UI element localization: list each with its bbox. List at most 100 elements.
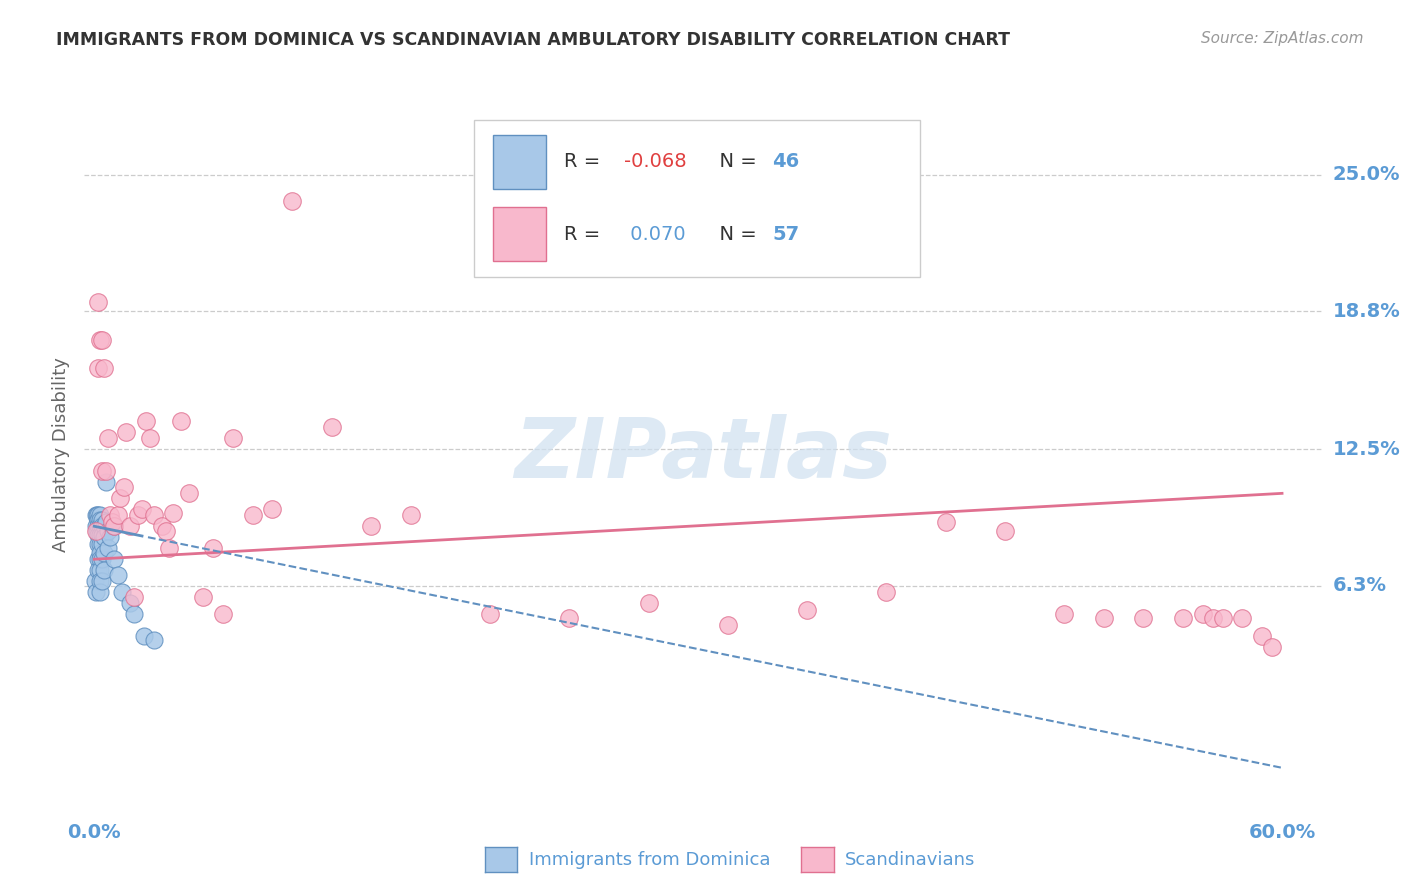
Point <box>132 629 155 643</box>
Point <box>281 194 304 209</box>
Point <box>91 464 114 478</box>
Point <box>86 508 108 523</box>
Point <box>179 486 201 500</box>
Text: ZIPatlas: ZIPatlas <box>515 415 891 495</box>
Point <box>202 541 225 556</box>
Point <box>1212 611 1234 625</box>
Point <box>101 515 124 529</box>
Point <box>89 513 111 527</box>
Point <box>222 432 245 446</box>
Point <box>1232 611 1254 625</box>
Point <box>89 574 111 589</box>
Point <box>103 519 125 533</box>
Point <box>84 574 107 589</box>
Point <box>91 513 114 527</box>
Point <box>94 464 117 478</box>
Point <box>93 530 115 544</box>
Point <box>91 519 114 533</box>
Point <box>1261 640 1284 654</box>
Point <box>1092 611 1115 625</box>
Point <box>103 519 125 533</box>
Text: Source: ZipAtlas.com: Source: ZipAtlas.com <box>1201 31 1364 46</box>
Text: 12.5%: 12.5% <box>1333 440 1400 458</box>
Point <box>89 552 111 566</box>
Text: R =: R = <box>564 153 607 171</box>
Point <box>97 432 120 446</box>
Text: 0.070: 0.070 <box>624 225 686 244</box>
Point <box>87 552 110 566</box>
Point <box>84 585 107 599</box>
Point <box>360 519 382 533</box>
Point <box>93 519 115 533</box>
Point <box>89 546 111 560</box>
Point <box>87 537 110 551</box>
Point <box>87 513 110 527</box>
Point <box>84 524 107 538</box>
Point <box>155 524 177 538</box>
Point <box>89 528 111 542</box>
Point <box>321 420 343 434</box>
Point <box>103 552 125 566</box>
Point <box>1132 611 1154 625</box>
Point <box>89 537 111 551</box>
Point <box>115 425 138 439</box>
Point <box>934 515 956 529</box>
Point <box>162 506 184 520</box>
Point <box>994 524 1017 538</box>
Point <box>89 519 111 533</box>
Text: N =: N = <box>707 225 762 244</box>
Point <box>131 501 153 516</box>
Point <box>1192 607 1215 621</box>
Text: IMMIGRANTS FROM DOMINICA VS SCANDINAVIAN AMBULATORY DISABILITY CORRELATION CHART: IMMIGRANTS FROM DOMINICA VS SCANDINAVIAN… <box>56 31 1011 49</box>
Text: 6.3%: 6.3% <box>1333 576 1386 595</box>
Point <box>91 537 114 551</box>
Point <box>98 508 121 523</box>
Point <box>796 603 818 617</box>
Point <box>91 552 114 566</box>
Point <box>108 491 131 505</box>
Point <box>97 541 120 556</box>
Point <box>399 508 422 523</box>
Point <box>89 508 111 523</box>
Point <box>93 361 115 376</box>
Text: 25.0%: 25.0% <box>1333 166 1400 185</box>
Point <box>191 590 214 604</box>
Point <box>1053 607 1076 621</box>
Text: N =: N = <box>707 153 762 171</box>
Point <box>86 524 108 538</box>
Point <box>159 541 181 556</box>
Point <box>138 432 160 446</box>
Text: 46: 46 <box>772 153 800 171</box>
Point <box>717 618 740 632</box>
FancyBboxPatch shape <box>492 207 546 260</box>
Point <box>122 607 145 621</box>
Point <box>111 585 134 599</box>
Point <box>1202 611 1225 625</box>
Point <box>93 563 115 577</box>
Point <box>87 361 110 376</box>
Point <box>150 519 173 533</box>
Point <box>127 508 149 523</box>
Point <box>94 475 117 490</box>
Point <box>118 596 141 610</box>
Point <box>142 508 165 523</box>
Text: Immigrants from Dominica: Immigrants from Dominica <box>529 851 770 869</box>
Point <box>242 508 264 523</box>
Point <box>1171 611 1194 625</box>
FancyBboxPatch shape <box>492 136 546 189</box>
FancyBboxPatch shape <box>474 120 920 277</box>
Point <box>558 611 581 625</box>
Point <box>91 574 114 589</box>
Point <box>94 515 117 529</box>
Point <box>142 633 165 648</box>
Point <box>112 480 135 494</box>
Point <box>87 508 110 523</box>
Point <box>262 501 284 516</box>
Point <box>91 333 114 347</box>
Text: 57: 57 <box>772 225 800 244</box>
Point <box>87 563 110 577</box>
Point <box>170 414 193 428</box>
Text: 18.8%: 18.8% <box>1333 301 1400 320</box>
Point <box>89 333 111 347</box>
Point <box>84 519 107 533</box>
